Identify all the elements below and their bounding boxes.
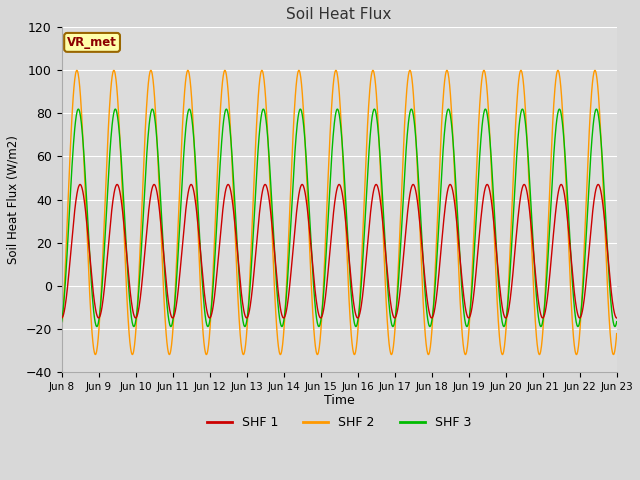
Y-axis label: Soil Heat Flux (W/m2): Soil Heat Flux (W/m2): [7, 135, 20, 264]
Text: VR_met: VR_met: [67, 36, 117, 49]
Legend: SHF 1, SHF 2, SHF 3: SHF 1, SHF 2, SHF 3: [202, 411, 476, 434]
Title: Soil Heat Flux: Soil Heat Flux: [287, 7, 392, 22]
X-axis label: Time: Time: [324, 394, 355, 408]
